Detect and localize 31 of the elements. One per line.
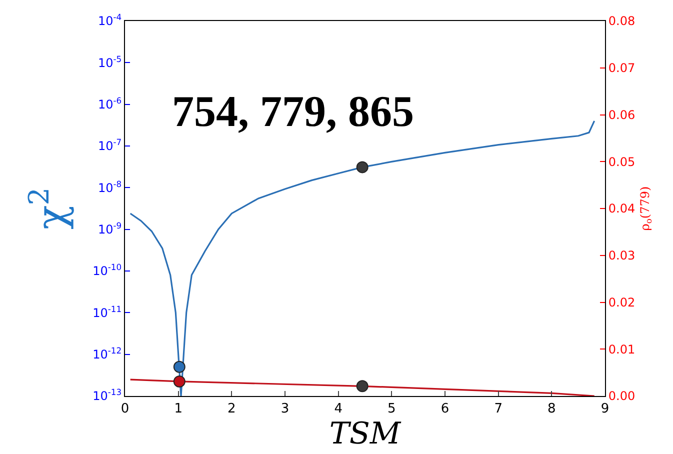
x-tick-label: 0 [120,402,130,417]
y-tick-label: 10$^{-5}$ [98,54,122,70]
x-axis-title: TSM [329,416,402,452]
x-tick-label: 2 [228,402,236,417]
y-tick-label: 10$^{-9}$ [98,220,122,237]
x-tick-label: 5 [388,402,396,417]
y-tick-label: 10$^{-6}$ [98,95,122,112]
x-tick-label: 6 [440,402,450,417]
y2-tick-label: 0.08 [608,14,636,28]
y-tick-label: 10$^{-7}$ [98,137,122,154]
x-tick-label: 1 [174,402,182,417]
x-tick-label: 8 [548,402,556,417]
x-tick-label: 3 [280,402,290,417]
y-tick-label: 10$^{-4}$ [98,12,122,28]
annotation: 754, 779, 865 [172,87,414,136]
y2-tick-label: 0.01 [608,342,636,356]
y2-tick-label: 0.06 [608,108,636,122]
y-tick-label: 10$^{-13}$ [92,387,122,404]
x-tick-label: 7 [494,402,502,417]
y2-tick-label: 0.00 [608,389,636,404]
y2-tick-label: 0.05 [608,154,636,169]
y-tick-label: 10$^{-8}$ [98,178,122,195]
y-tick-label: 10$^{-11}$ [92,304,122,320]
y-tick-label: 10$^{-10}$ [92,262,122,278]
x-tick-label: 9 [600,402,610,417]
y-tick-label: 10$^{-12}$ [92,345,122,362]
y2-tick-label: 0.07 [608,61,636,76]
x-tick-label: 4 [334,402,342,417]
y2-tick-label: 0.03 [608,248,636,263]
y2-tick-label: 0.04 [608,202,636,216]
y2-tick-label: 0.02 [608,295,636,310]
